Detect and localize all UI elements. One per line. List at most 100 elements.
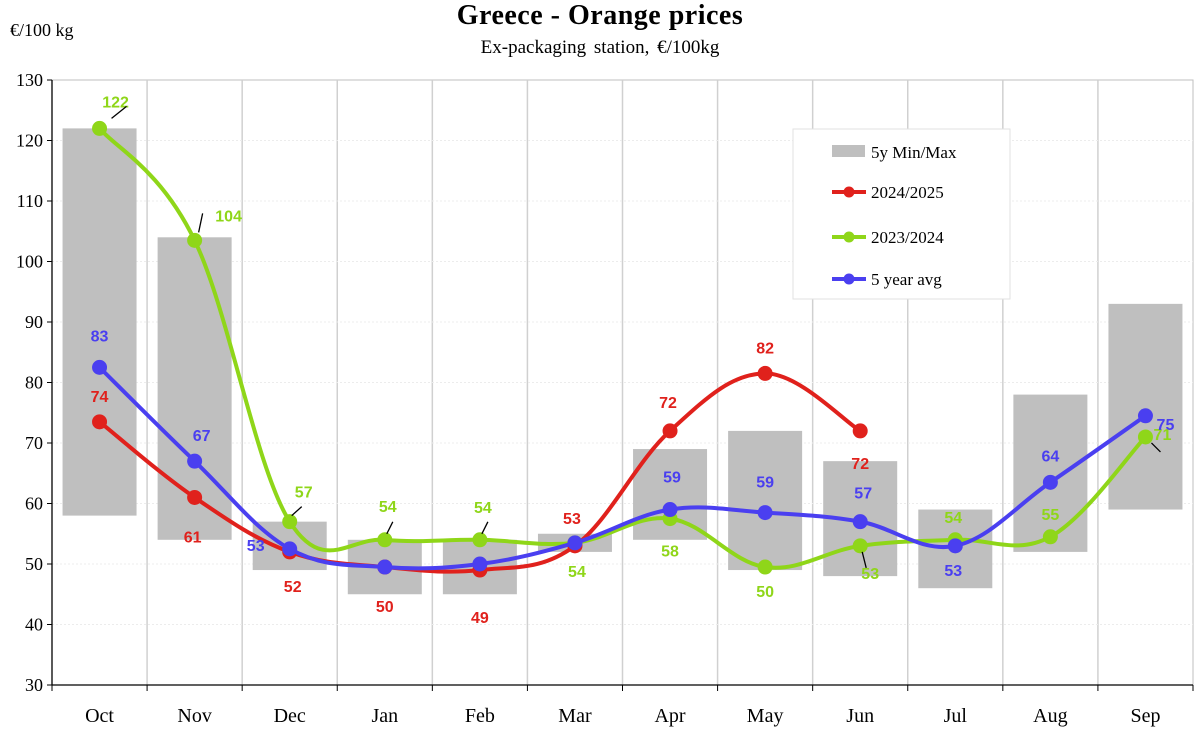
series-point: [377, 532, 393, 548]
y-tick-label: 50: [25, 554, 43, 574]
legend-label: 5 year avg: [871, 270, 942, 289]
data-label: 122: [102, 94, 129, 111]
x-tick-label: Mar: [558, 705, 592, 727]
data-label: 61: [184, 529, 202, 546]
y-tick-label: 70: [25, 433, 43, 453]
series-point: [1042, 529, 1058, 545]
data-label: 57: [295, 485, 313, 502]
series-point: [1042, 474, 1058, 490]
x-tick-label: May: [747, 705, 784, 727]
x-tick-label: Sep: [1130, 705, 1160, 727]
series-point: [852, 423, 868, 439]
series-point: [852, 514, 868, 530]
series-point: [92, 414, 108, 430]
data-label: 53: [861, 566, 879, 583]
legend-box: [792, 128, 1011, 300]
data-label: 64: [1041, 448, 1059, 465]
data-label: 52: [284, 579, 302, 596]
series-point: [947, 538, 963, 554]
y-tick-label: 90: [25, 312, 43, 332]
series-point: [1137, 429, 1153, 445]
series-point: [187, 453, 203, 469]
data-label: 57: [854, 486, 872, 503]
y-tick-label: 30: [25, 675, 43, 695]
x-tick-label: Nov: [177, 705, 211, 727]
y-tick-label: 80: [25, 373, 43, 393]
x-tick-label: Aug: [1033, 705, 1067, 727]
data-label: 74: [91, 389, 109, 406]
series-line: [97, 365, 1148, 571]
x-tick-label: Jul: [944, 705, 968, 727]
series-point: [757, 365, 773, 381]
series-point: [757, 559, 773, 575]
data-label: 83: [91, 328, 109, 345]
y-tick-label: 100: [16, 252, 43, 272]
y-tick-label: 60: [25, 494, 43, 514]
x-tick-label: Dec: [274, 705, 306, 727]
legend-swatch-range: [832, 145, 865, 157]
series-point: [472, 556, 488, 572]
label-leader-line: [481, 521, 489, 535]
label-leader-line: [861, 551, 867, 569]
data-label: 54: [944, 510, 962, 527]
series-point: [472, 532, 488, 548]
label-leader-line: [291, 506, 303, 517]
range-bar: [62, 128, 137, 516]
legend-label: 2024/2025: [871, 183, 944, 202]
series-point: [1137, 408, 1153, 424]
label-leader-line: [111, 105, 127, 119]
x-tick-label: Oct: [85, 705, 114, 727]
data-label: 82: [756, 340, 774, 357]
data-label: 53: [944, 563, 962, 580]
legend-label: 2023/2024: [871, 228, 944, 247]
data-label: 50: [756, 584, 774, 601]
range-bar: [728, 430, 803, 571]
y-tick-label: 40: [25, 615, 43, 635]
data-label: 67: [193, 428, 211, 445]
x-tick-label: Feb: [465, 705, 495, 727]
data-label: 54: [379, 499, 397, 516]
series-point: [662, 423, 678, 439]
data-label: 72: [659, 395, 677, 412]
data-label: 75: [1157, 417, 1175, 434]
series-point: [757, 505, 773, 521]
data-label: 53: [247, 538, 265, 555]
x-tick-label: Jan: [371, 705, 398, 727]
chart-subtitle: Ex-packaging station, €/100kg: [480, 37, 720, 58]
label-leader-line: [386, 521, 394, 535]
chart-title: Greece - Orange prices: [456, 0, 744, 31]
data-label: 58: [661, 544, 679, 561]
series-point: [662, 502, 678, 518]
legend-label-range: 5y Min/Max: [871, 143, 957, 162]
range-bar: [1108, 303, 1183, 510]
y-tick-label: 120: [16, 131, 43, 151]
data-label: 49: [471, 610, 489, 627]
y-tick-label: 110: [17, 191, 43, 211]
label-leader-line: [1150, 442, 1161, 453]
data-label: 71: [1154, 427, 1172, 444]
x-tick-label: Apr: [654, 705, 685, 727]
legend-swatch-point: [843, 273, 855, 285]
range-bar: [1013, 394, 1088, 552]
data-label: 50: [376, 599, 394, 616]
label-leader-line: [197, 213, 204, 233]
series-point: [92, 120, 108, 136]
data-label: 54: [568, 564, 586, 581]
data-label: 55: [1041, 507, 1059, 524]
series-point: [282, 514, 298, 530]
legend-swatch-point: [843, 186, 855, 198]
series-point: [567, 535, 583, 551]
legend-swatch-point: [843, 231, 855, 243]
y-tick-label: 130: [16, 70, 43, 90]
data-label: 54: [474, 500, 492, 517]
range-bar: [157, 237, 232, 540]
data-label: 72: [851, 456, 869, 473]
series-point: [282, 541, 298, 557]
x-tick-label: Jun: [846, 705, 874, 727]
series-point: [377, 559, 393, 575]
series-point: [187, 489, 203, 505]
y-axis-label: €/100 kg: [10, 20, 74, 40]
series-point: [187, 232, 203, 248]
